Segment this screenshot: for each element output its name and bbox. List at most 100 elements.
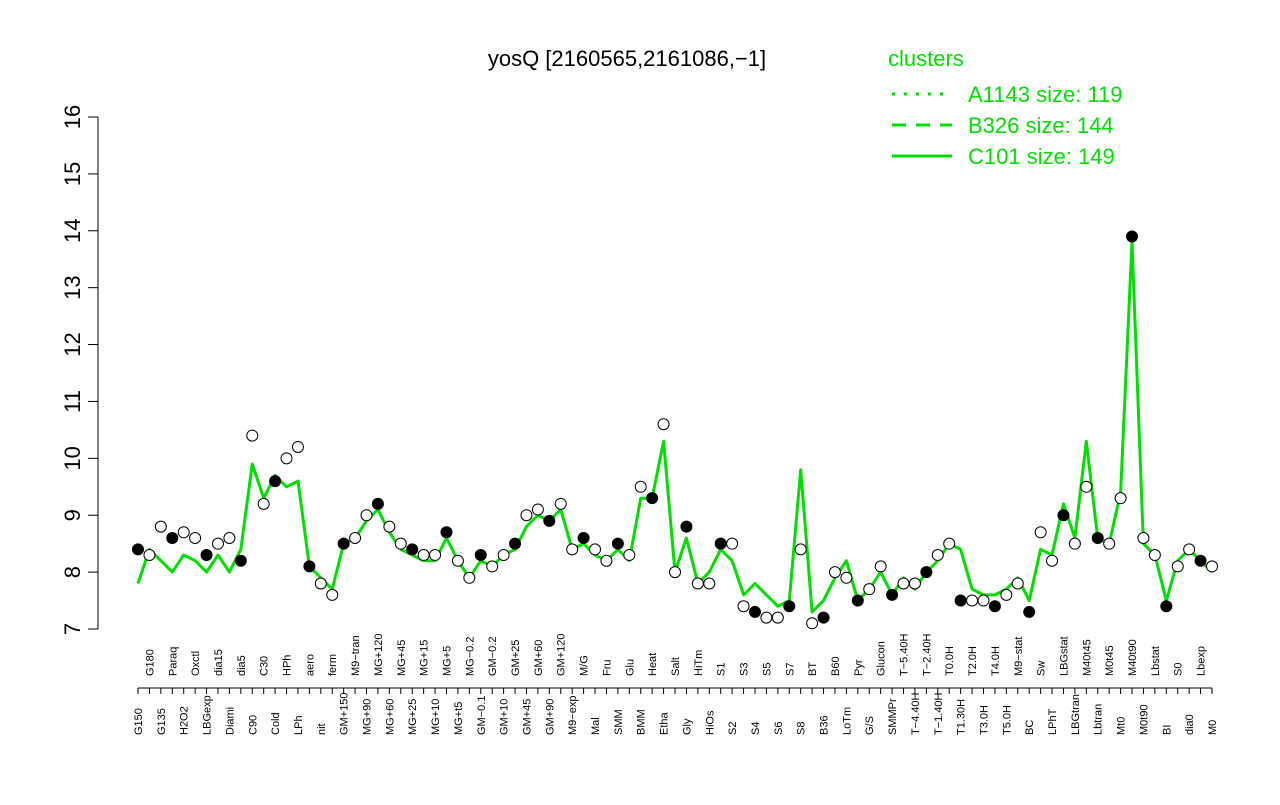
data-point [737,600,750,613]
data-point [291,440,304,453]
x-tick-label: LPhT [1047,708,1059,735]
data-point [600,554,613,567]
data-point [988,600,1001,613]
legend: clusters A1143 size: 119 B326 size: 144 C1… [888,46,1123,169]
data-point [1103,537,1116,550]
data-point [554,497,567,510]
x-tick-label: MG+90 [362,699,374,735]
data-point [371,497,384,510]
data-point [463,571,476,584]
x-tick-label: Mal [590,717,602,735]
x-tick-label: MG+10 [430,699,442,735]
data-point [1091,531,1104,544]
data-point [1183,543,1196,556]
data-point [817,611,830,624]
x-tick-label: SMM [613,709,625,735]
x-tick-label: BI [1161,725,1173,735]
y-tick-label: 14 [60,219,85,243]
data-point [783,600,796,613]
x-tick-label: LBGstat [1058,636,1070,676]
x-tick-label: T5.0H [1001,705,1013,735]
data-point [680,520,693,533]
x-tick-label: dia15 [213,649,225,676]
x-tick-label: LBGexp [202,695,214,735]
data-point [349,531,362,544]
data-point [211,537,224,550]
x-tick-label: Diami [224,707,236,735]
x-tick-label: S1 [716,663,728,676]
data-point [166,531,179,544]
x-tick-label: Gly [681,718,693,735]
data-point [520,509,533,522]
legend-label: B326 size: 144 [968,113,1114,138]
x-tick-label: M9−stat [1013,637,1025,676]
x-tick-label: Heat [647,653,659,676]
x-tick-label: T−2.40H [921,633,933,676]
data-point [577,531,590,544]
x-tick-label: BT [807,662,819,676]
data-point [543,514,556,527]
data-point [1046,554,1059,567]
data-point [1171,560,1184,573]
x-tick-label: B36 [819,715,831,735]
data-point [748,605,761,618]
data-point [246,429,259,442]
x-tick-label: GM+60 [533,640,545,676]
x-tick-label: GM+25 [510,640,522,676]
x-tick-label: H2O2 [179,706,191,735]
x-tick-label: G/S [864,716,876,735]
data-point [589,543,602,556]
chart-title: yosQ [2160565,2161086,−1] [488,46,766,71]
x-tick-label: Lbexp [1196,646,1208,676]
x-tick-label: S7 [784,663,796,676]
data-point [1206,560,1218,573]
data-point [794,543,807,556]
data-point [966,594,979,607]
x-tick-label: B60 [830,656,842,676]
data-point [189,531,202,544]
data-point [1034,526,1047,539]
data-point [657,418,670,431]
data-point [223,531,236,544]
x-tick-label: HiTm [693,650,705,676]
x-tick-label: T2.0H [967,646,979,676]
x-tick-label: G135 [156,708,168,735]
x-axis: G150 G180 G135 Paraq H2O2 Oxctl LBGexp dia15 Dia… [133,633,1219,735]
data-point [1068,537,1081,550]
data-point [132,543,144,556]
data-point [954,594,967,607]
x-tick-label: M9−tran [350,635,362,676]
x-tick-label: MG+5 [441,646,453,676]
data-point [200,549,213,562]
data-point [611,537,624,550]
data-point [566,543,579,556]
x-tick-label: M/G [579,655,591,676]
data-point [337,537,350,550]
x-tick-label: BC [1024,720,1036,735]
data-point [1114,492,1127,505]
x-tick-label: LoTm [841,707,853,735]
x-tick-label: GM+120 [556,634,568,677]
data-point [417,549,430,562]
legend-label: A1143 size: 119 [968,82,1123,107]
data-point [943,537,956,550]
x-tick-label: T1.30H [956,699,968,735]
y-tick-label: 9 [60,509,85,521]
data-point [394,537,407,550]
data-point [703,577,716,590]
data-point [440,526,453,539]
data-point [714,537,727,550]
x-tick-label: HPh [282,655,294,676]
x-tick-label: HiOs [704,710,716,735]
data-point [497,549,510,562]
x-tick-label: Cold [270,712,282,735]
data-point [1160,600,1173,613]
x-tick-label: Glu [624,659,636,676]
x-tick-label: Sw [1036,661,1048,676]
data-point [257,497,270,510]
data-point [669,566,681,579]
x-tick-label: GM+45 [521,699,533,735]
data-point [623,549,636,562]
